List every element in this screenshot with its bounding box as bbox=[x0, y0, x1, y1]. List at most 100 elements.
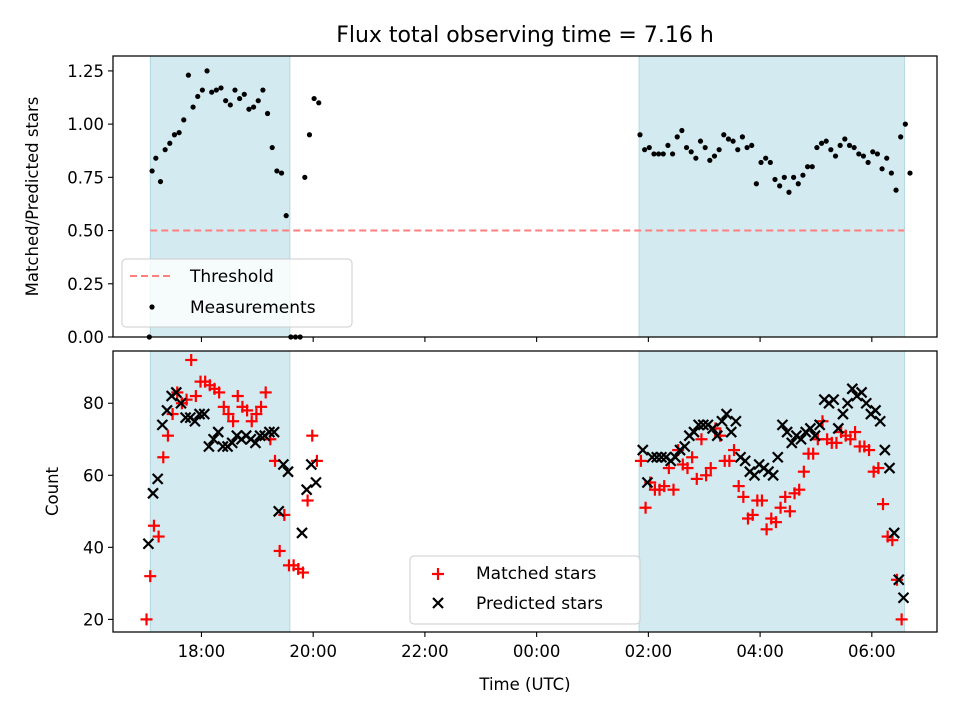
matched-star-point bbox=[844, 433, 857, 446]
y-tick-label: 20 bbox=[83, 610, 104, 629]
predicted-star-point bbox=[711, 429, 724, 442]
measurement-point bbox=[223, 98, 229, 104]
measurement-point bbox=[250, 104, 257, 110]
measurement-point bbox=[814, 144, 820, 151]
matched-star-point bbox=[245, 415, 258, 428]
matched-star-point bbox=[793, 483, 806, 496]
top-y-ticks: 0.00 0.25 0.50 0.75 1.00 1.25 bbox=[67, 62, 113, 347]
predicted-star-point bbox=[697, 419, 710, 431]
measurement-point bbox=[716, 147, 722, 153]
predicted-star-point bbox=[795, 433, 807, 446]
predicted-star-point bbox=[272, 505, 285, 518]
matched-star-point bbox=[213, 386, 226, 399]
legend-matched-swatch bbox=[432, 568, 444, 580]
predicted-star-point bbox=[254, 429, 266, 442]
predicted-star-point bbox=[846, 383, 859, 395]
measurement-point bbox=[888, 170, 894, 176]
measurement-point bbox=[149, 168, 155, 174]
y-tick-label: 0.50 bbox=[67, 222, 104, 241]
measurement-point bbox=[181, 117, 187, 123]
measurement-point bbox=[227, 102, 233, 108]
measurement-point bbox=[674, 134, 680, 140]
measurement-point bbox=[190, 104, 196, 110]
matched-star-point bbox=[681, 462, 694, 475]
bottom-x-ticks: 18:00 20:00 22:00 00:00 02:00 04:00 06:00 bbox=[178, 632, 896, 661]
predicted-star-point bbox=[268, 426, 280, 438]
predicted-star-point bbox=[305, 458, 318, 471]
matched-star-point bbox=[704, 462, 717, 475]
measurement-point bbox=[637, 132, 643, 138]
predicted-star-point bbox=[725, 426, 738, 438]
predicted-star-point bbox=[226, 437, 238, 449]
predicted-star-point bbox=[641, 476, 654, 489]
matched-star-point bbox=[217, 400, 230, 413]
measurement-point bbox=[269, 144, 275, 151]
matched-star-point bbox=[695, 433, 708, 446]
predicted-star-point bbox=[203, 440, 215, 453]
shaded-interval-2 bbox=[638, 55, 905, 338]
matched-star-point bbox=[830, 436, 843, 449]
y-tick-label: 0.75 bbox=[67, 168, 104, 187]
bottom-y-ticks: 20 40 60 80 bbox=[83, 394, 113, 629]
matched-star-point bbox=[157, 451, 170, 464]
measurement-point bbox=[213, 87, 219, 93]
measurement-point bbox=[246, 106, 252, 112]
measurement-point bbox=[679, 127, 685, 134]
predicted-star-point bbox=[809, 429, 821, 442]
predicted-star-point bbox=[804, 422, 817, 435]
measurement-point bbox=[669, 151, 676, 157]
bottom-panel: 20 40 60 80 18:00 20:00 22:00 00:00 02:00 04:00 0… bbox=[43, 350, 938, 694]
x-tick-label: 18:00 bbox=[178, 642, 226, 661]
measurement-point bbox=[711, 153, 718, 159]
matched-star-point bbox=[273, 544, 286, 557]
predicted-star-point bbox=[207, 433, 220, 446]
predicted-star-point bbox=[193, 408, 206, 420]
predicted-star-point bbox=[841, 397, 854, 410]
matched-star-point bbox=[166, 408, 179, 421]
matched-star-point bbox=[227, 415, 240, 428]
measurement-point bbox=[157, 178, 164, 185]
measurement-point bbox=[786, 189, 792, 195]
matched-star-point bbox=[639, 501, 652, 514]
measurement-point bbox=[870, 149, 876, 155]
measurement-point bbox=[195, 93, 201, 100]
predicted-star-point bbox=[263, 426, 276, 438]
predicted-star-point bbox=[869, 404, 882, 417]
predicted-star-point bbox=[748, 469, 761, 482]
predicted-star-point bbox=[217, 440, 229, 453]
predicted-star-point bbox=[716, 415, 728, 428]
measurement-point bbox=[693, 155, 699, 161]
matched-star-point bbox=[863, 444, 876, 457]
matched-star-point bbox=[732, 480, 745, 493]
x-tick-label: 22:00 bbox=[401, 642, 449, 661]
y-tick-label: 1.25 bbox=[67, 62, 104, 81]
measurement-point bbox=[311, 95, 317, 102]
matched-star-point bbox=[180, 393, 193, 406]
matched-star-point bbox=[807, 447, 820, 460]
matched-star-point bbox=[872, 462, 885, 475]
measurement-point bbox=[744, 144, 750, 151]
predicted-star-point bbox=[883, 462, 896, 474]
predicted-star-point bbox=[300, 483, 313, 496]
measurement-point bbox=[660, 151, 666, 157]
measurement-point bbox=[735, 147, 741, 153]
predicted-star-point bbox=[646, 451, 658, 464]
measurement-point bbox=[837, 142, 843, 149]
measurement-point bbox=[898, 134, 904, 140]
x-axis-label: Time (UTC) bbox=[478, 675, 570, 694]
matched-star-point bbox=[737, 490, 750, 503]
matched-star-point bbox=[895, 613, 908, 626]
legend-predicted-swatch bbox=[432, 597, 444, 609]
predicted-star-point bbox=[879, 444, 891, 456]
matched-star-point bbox=[301, 494, 314, 507]
measurement-point bbox=[302, 174, 308, 180]
measurement-point bbox=[278, 170, 285, 176]
matched-star-point bbox=[296, 566, 309, 579]
measurement-point bbox=[316, 100, 322, 106]
matched-star-point bbox=[634, 454, 647, 467]
measurement-point bbox=[749, 142, 755, 149]
legend-measurements-swatch bbox=[149, 304, 155, 310]
measurement-point bbox=[725, 136, 732, 142]
measurement-point bbox=[721, 132, 727, 138]
